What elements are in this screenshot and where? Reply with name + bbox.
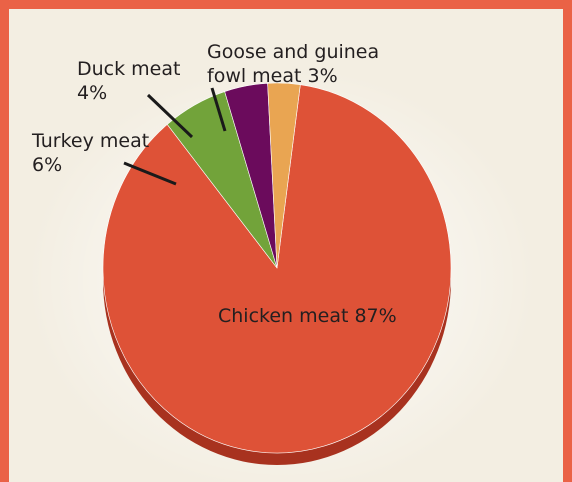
pie-slice-goose-and-guinea-fowl-meat bbox=[267, 82, 301, 269]
leader-goose bbox=[210, 87, 227, 132]
label-turkey-line2: 6% bbox=[32, 154, 62, 176]
leader-turkey bbox=[123, 161, 177, 186]
label-duck-line2: 4% bbox=[77, 82, 107, 104]
label-turkey-line1: Turkey meat bbox=[31, 130, 149, 152]
leader-duck bbox=[146, 93, 194, 139]
label-goose-line1: Goose and guinea bbox=[207, 41, 379, 63]
label-duck-line1: Duck meat bbox=[77, 58, 180, 80]
pie-slice-chicken-meat bbox=[102, 84, 452, 454]
label-goose-line2: fowl meat 3% bbox=[207, 65, 338, 87]
pie-slices bbox=[102, 82, 452, 454]
pie-leader-lines bbox=[123, 87, 227, 186]
label-chicken: Chicken meat 87% bbox=[218, 305, 397, 327]
